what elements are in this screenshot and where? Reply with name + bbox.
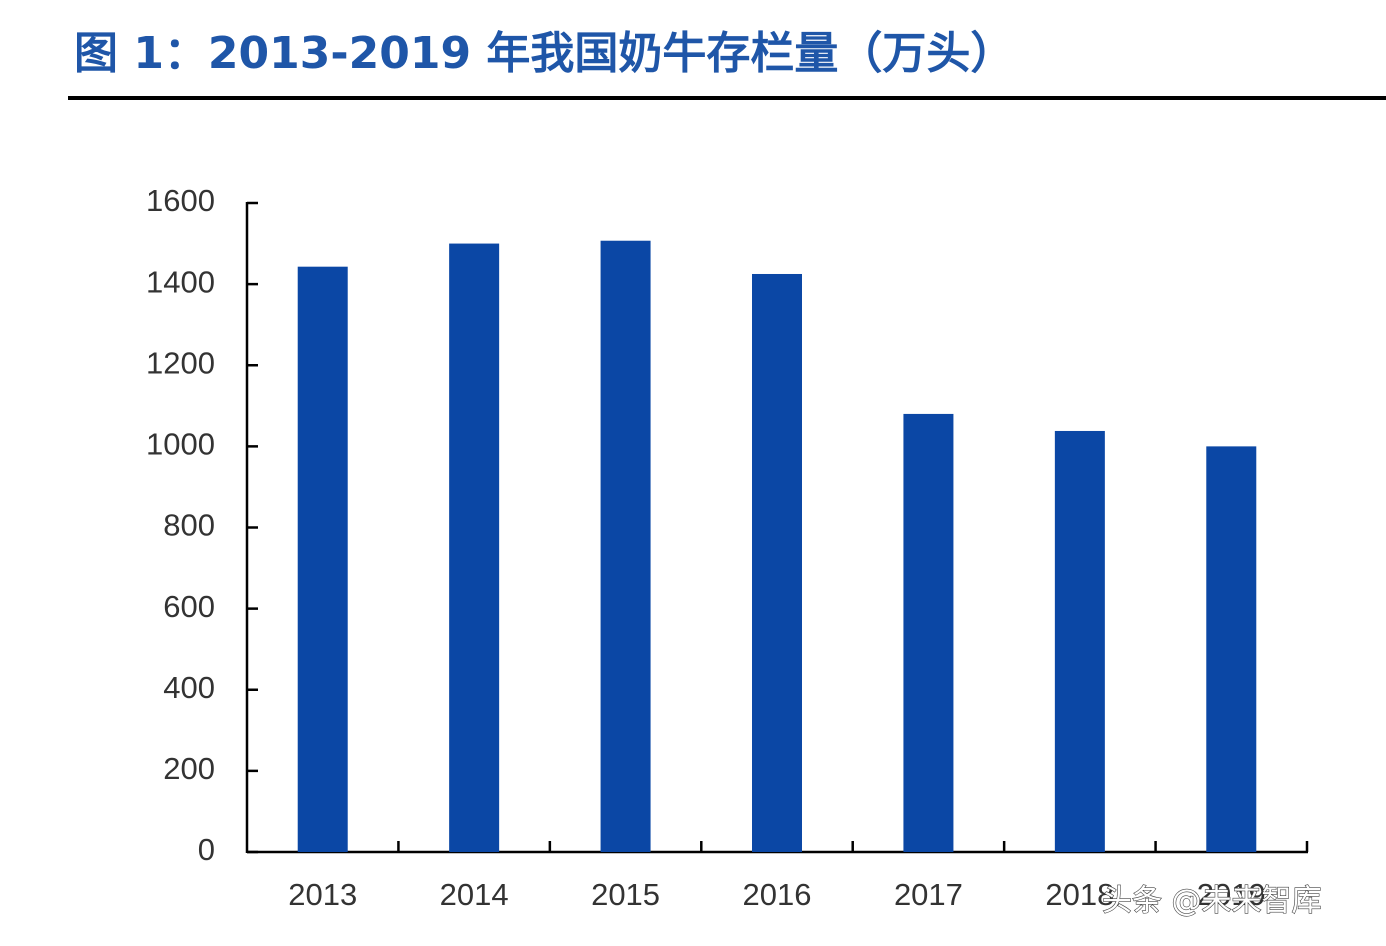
bar [297, 266, 348, 853]
bar [600, 240, 651, 852]
y-tick-label: 800 [163, 508, 215, 543]
bar [752, 273, 802, 852]
bar [903, 413, 954, 852]
bar [1206, 446, 1257, 852]
bar [449, 243, 500, 852]
y-tick-label: 0 [198, 832, 215, 867]
y-tick-label: 1200 [146, 345, 215, 380]
x-tick-label: 2015 [591, 877, 660, 912]
x-tick-label: 2016 [743, 877, 812, 912]
y-tick-label: 200 [163, 751, 215, 786]
y-tick-label: 600 [163, 589, 215, 624]
x-tick-label: 2013 [288, 877, 357, 912]
chart-title: 图 1：2013-2019 年我国奶牛存栏量（万头） [74, 28, 1014, 79]
watermark: 头条 @未来智库 [1102, 884, 1322, 919]
x-tick-label: 2018 [1045, 877, 1114, 912]
y-tick-label: 1400 [146, 264, 215, 299]
y-tick-label: 400 [163, 670, 215, 705]
x-tick-label: 2019 [1197, 877, 1266, 912]
title-rule [68, 96, 1386, 100]
x-tick-label: 2014 [440, 877, 509, 912]
bar [1054, 430, 1105, 852]
y-tick-label: 1000 [146, 427, 215, 462]
y-tick-label: 1600 [146, 183, 215, 218]
x-tick-label: 2017 [894, 877, 963, 912]
